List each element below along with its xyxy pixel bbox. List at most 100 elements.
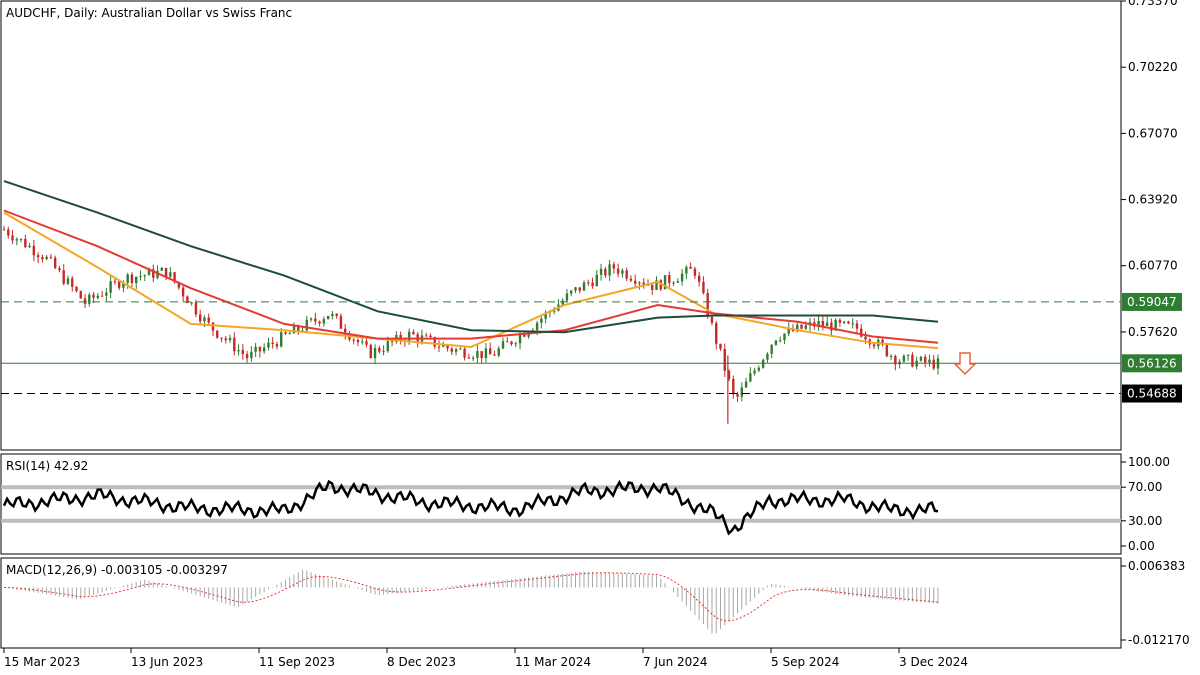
price-panel[interactable] [0,0,1122,451]
candle-body [847,321,850,324]
candle-body [365,341,368,345]
candle-body [198,314,202,322]
candle-body [732,379,735,394]
candle-body [591,282,594,287]
candle-body [297,325,300,331]
candle-body [220,337,223,339]
candle-body [497,348,500,356]
candle-body [425,335,428,337]
candle-body [723,348,726,371]
candle-body [932,359,935,369]
rsi-tick-label: 30.00 [1128,514,1162,528]
level-tag [1122,292,1182,311]
macd-signal-line [3,572,939,622]
candle-body [894,356,897,365]
candle-body [570,290,573,294]
candle-body [471,357,475,359]
moving-average-line-1 [3,211,939,350]
candle-body [49,256,53,258]
candle-body [885,344,889,357]
candle-body [92,294,95,298]
candle-body [527,332,530,337]
candle-body [906,354,910,356]
candle-body [697,275,701,282]
candle-body [224,338,227,341]
rsi-level-lines [1,485,1121,523]
candle-body [924,356,927,363]
rsi-axis: 100.00 70.00 30.00 0.00 [1121,455,1170,553]
horizontal-levels[interactable]: 0.59047 0.56126 0.54688 [1,292,1182,403]
level-tag [1122,354,1182,373]
candle-body [160,267,163,271]
price-tick-label: 0.73370 [1128,0,1178,8]
candle-body [774,340,778,345]
candle-body [19,238,23,240]
price-tick-label: 0.60770 [1128,259,1178,273]
candle-body [28,245,31,248]
candle-body [369,344,372,358]
candle-body [343,328,347,335]
candle-body [139,275,142,277]
candle-body [476,351,479,358]
candle-body [544,312,547,319]
candle-body [663,275,667,290]
candle-body [284,332,287,334]
rsi-line [2,479,939,536]
candle-body [96,295,100,298]
candle-body [280,332,283,347]
candle-body [860,328,863,337]
macd-panel[interactable] [0,557,1122,649]
candle-body [75,286,78,292]
candle-body [143,275,146,277]
time-tick-label: 5 Sep 2024 [771,655,839,669]
candle-body [429,335,432,337]
candle-body [41,257,44,260]
rsi-tick-label: 100.00 [1128,455,1170,469]
moving-average-line-2 [3,209,939,344]
candle-body [109,281,112,293]
candle-body [15,239,18,241]
candle-body [787,328,790,334]
candle-body [258,346,262,352]
time-axis: 15 Mar 2023 13 Jun 2023 11 Sep 2023 8 Dec 2… [3,648,968,669]
candle-body [523,334,526,337]
candle-body [928,359,931,363]
candle-body [655,280,658,291]
candle-body [7,229,10,236]
price-tick-label: 0.70220 [1128,60,1178,74]
candle-body [685,266,688,274]
macd-signal-path [3,572,939,622]
price-tick-label: 0.67070 [1128,126,1178,140]
candle-body [203,317,206,322]
candle-body [817,321,820,327]
candle-body [872,344,876,347]
candle-body [450,348,454,352]
rsi-panel[interactable] [0,453,1122,555]
candle-body [446,345,449,349]
candle-body [587,282,590,284]
candle-body [314,318,317,322]
candle-body [79,291,82,299]
candle-body [271,342,274,345]
candle-body [595,274,599,287]
candle-body [305,319,309,331]
candle-body [783,333,786,341]
candle-body [629,278,633,281]
macd-tick-label: -0.012170 [1128,633,1190,647]
candle-body [668,275,671,284]
candle-body [488,348,492,355]
candle-body [181,287,185,297]
candle-body [288,333,291,335]
candle-body [651,284,654,291]
candle-body [211,322,215,331]
candle-body [642,282,645,285]
candle-body [53,257,57,269]
candle-body [318,321,321,324]
candle-body [881,339,884,345]
candle-body [237,350,240,352]
candle-body [117,281,121,288]
level-tag-label: 0.56126 [1127,356,1177,370]
candle-body [58,268,61,271]
